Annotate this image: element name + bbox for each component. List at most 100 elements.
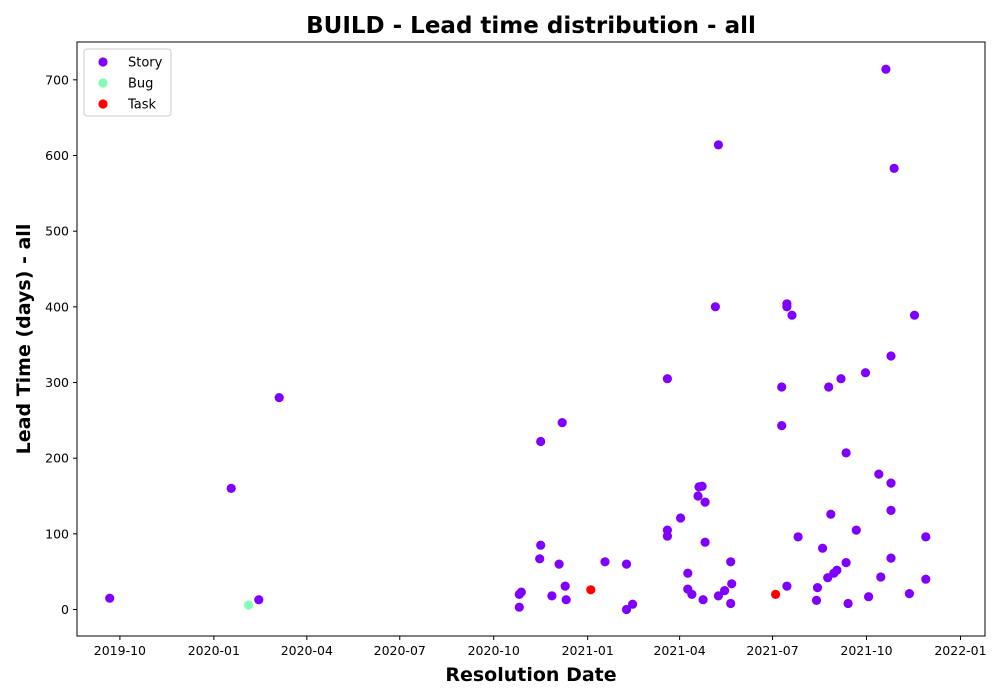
story-data-point [793,532,803,542]
story-data-point [818,543,828,553]
story-data-point [105,593,115,603]
y-tick-label: 700 [45,72,69,87]
story-data-point [226,483,236,493]
task-data-point [586,585,596,595]
story-data-point [676,513,686,523]
story-data-point [700,537,710,547]
y-tick-label: 200 [45,451,69,466]
story-data-point [726,557,736,567]
story-data-point [514,602,524,612]
task-data-point [771,589,781,600]
story-data-point [886,505,896,515]
story-data-point [693,491,703,501]
story-data-point [841,558,851,568]
legend: Story Bug Task [83,48,172,117]
story-data-point [547,591,557,601]
story-data-point [560,581,570,591]
data-points [105,64,931,615]
x-tick-label: 2021-10 [840,643,892,658]
y-tick-label: 500 [45,224,69,239]
y-tick-label: 400 [45,299,69,314]
legend-label-task: Task [127,98,157,113]
story-data-point [697,481,707,491]
story-data-point [727,579,737,589]
story-data-point [274,393,284,403]
y-tick-label: 0 [61,602,69,617]
story-data-point [886,553,896,563]
legend-marker-task [98,99,108,109]
story-data-point [921,574,931,584]
story-data-point [561,595,571,605]
story-data-point [557,418,567,428]
story-data-point [662,374,673,384]
story-data-point [700,497,710,507]
story-data-point [889,163,899,173]
story-data-point [874,469,884,479]
story-data-point [710,302,721,312]
story-data-point [843,598,853,609]
x-tick-label: 2022-01 [934,643,986,658]
story-data-point [881,64,891,74]
story-data-point [713,140,724,150]
story-data-point [904,589,915,599]
x-tick-label: 2020-07 [374,643,426,658]
legend-marker-story [98,57,108,67]
bug-data-point [244,600,254,610]
story-data-point [536,540,546,550]
y-tick-label: 600 [45,148,69,163]
story-data-point [826,509,836,519]
story-data-point [832,565,842,575]
story-data-point [535,554,545,564]
story-data-point [876,572,886,582]
story-data-point [628,599,638,609]
x-tick-label: 2020-04 [281,643,333,658]
story-data-point [516,587,526,597]
x-tick-label: 2020-10 [468,643,520,658]
story-data-point [713,591,724,601]
plot-frame [76,41,986,637]
story-data-point [836,374,846,384]
story-data-point [683,568,693,578]
story-data-point [662,531,673,541]
story-data-point [909,310,920,320]
x-tick-label: 2021-04 [653,643,705,658]
legend-marker-bug [98,78,108,88]
legend-frame [83,48,172,117]
y-tick-label: 300 [45,375,69,390]
story-data-point [787,310,797,320]
story-data-point [726,598,736,609]
story-data-point [824,382,834,392]
story-data-point [851,525,861,535]
x-tick-label: 2021-01 [562,643,614,658]
story-data-point [886,351,896,361]
y-tick-label: 100 [45,526,69,541]
y-axis-ticks: 0 100 200 300 400 500 600 700 [45,72,77,617]
story-data-point [621,559,632,569]
y-axis-label: Lead Time (days) - all [13,224,35,455]
story-data-point [554,559,564,569]
x-tick-label: 2019-10 [94,643,146,658]
story-data-point [812,583,823,593]
x-axis-ticks: 2019-10 2020-01 2020-04 2020-07 2020-10 2021-… [94,636,987,658]
story-data-point [621,604,632,615]
story-data-point [720,586,730,596]
story-data-point [777,421,787,431]
story-data-point [687,589,697,600]
story-data-point [777,382,787,392]
story-data-point [921,532,931,542]
story-data-point [536,436,546,447]
x-tick-label: 2020-01 [188,643,240,658]
story-data-point [600,557,610,567]
story-data-point [886,478,896,488]
story-data-point [841,448,851,458]
story-data-point [254,595,264,605]
chart-title: BUILD - Lead time distribution - all [306,13,756,39]
story-data-point [864,592,874,602]
story-data-point [698,595,708,605]
x-tick-label: 2021-07 [746,643,798,658]
legend-label-story: Story [128,56,163,71]
legend-label-bug: Bug [128,77,153,92]
story-data-point [811,595,822,606]
x-axis-label: Resolution Date [445,664,616,686]
